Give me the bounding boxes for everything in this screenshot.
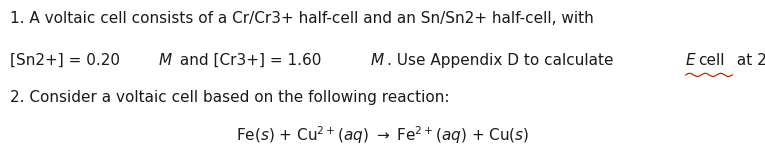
Text: and [Cr3+] = 1.60: and [Cr3+] = 1.60	[175, 53, 327, 68]
Text: 1. A voltaic cell consists of a Cr/Cr3+ half-cell and an Sn/Sn2+ half-cell, with: 1. A voltaic cell consists of a Cr/Cr3+ …	[10, 11, 594, 26]
Text: 2. Consider a voltaic cell based on the following reaction:: 2. Consider a voltaic cell based on the …	[10, 90, 450, 105]
Text: cell: cell	[698, 53, 724, 68]
Text: [Sn2+] = 0.20: [Sn2+] = 0.20	[10, 53, 125, 68]
Text: E: E	[685, 53, 695, 68]
Text: at 298.15 K.: at 298.15 K.	[732, 53, 765, 68]
Text: . Use Appendix D to calculate: . Use Appendix D to calculate	[387, 53, 619, 68]
Text: M: M	[370, 53, 383, 68]
Text: M: M	[158, 53, 171, 68]
Text: Fe($s$) + Cu$^{2+}$($aq$) $\rightarrow$ Fe$^{2+}$($aq$) + Cu($s$): Fe($s$) + Cu$^{2+}$($aq$) $\rightarrow$ …	[236, 125, 529, 146]
